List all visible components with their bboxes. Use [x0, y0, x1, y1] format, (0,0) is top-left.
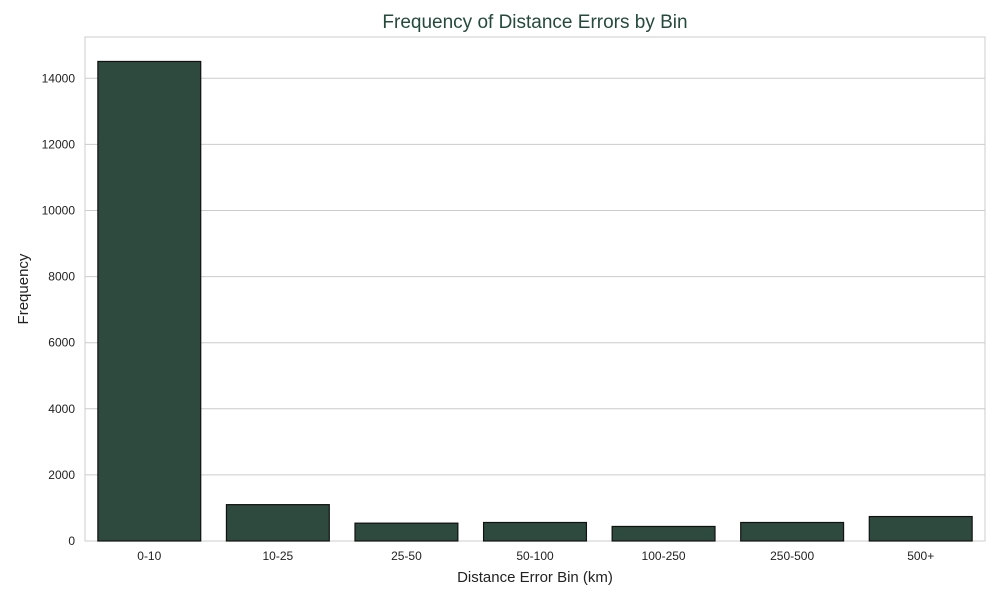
bar-500+	[868, 515, 973, 542]
chart-title: Frequency of Distance Errors by Bin	[382, 12, 687, 33]
x-tick-label: 0-10	[137, 549, 161, 563]
y-tick-label: 6000	[48, 336, 75, 350]
bar-250-500	[740, 521, 845, 542]
y-tick-label: 10000	[42, 204, 76, 218]
bar-100-250	[611, 525, 716, 542]
x-tick-label: 250-500	[770, 549, 814, 563]
x-tick-label: 10-25	[263, 549, 294, 563]
y-tick-label: 2000	[48, 468, 75, 482]
y-axis-label: Frequency	[15, 253, 32, 324]
y-tick-label: 4000	[48, 402, 75, 416]
bar-25-50	[354, 522, 459, 542]
gridlines	[85, 77, 985, 542]
y-tick-label: 0	[68, 534, 75, 548]
bar-10-25	[225, 504, 330, 542]
x-tick-labels: 0-10 10-25 25-50 50-100 100-250 250-500 500+	[137, 549, 934, 563]
x-tick-label: 25-50	[391, 549, 422, 563]
y-tick-label: 14000	[42, 71, 76, 85]
plot-frame	[84, 36, 986, 542]
y-tick-label: 12000	[42, 137, 76, 151]
bar-0-10	[97, 60, 202, 542]
bar-50-100	[482, 521, 588, 542]
x-axis-label: Distance Error Bin (km)	[457, 569, 613, 586]
y-tick-labels: 0 2000 4000 6000 8000 10000 12000 14000	[42, 71, 76, 548]
x-tick-label: 500+	[907, 549, 934, 563]
bars	[97, 60, 973, 542]
x-tick-label: 50-100	[516, 549, 554, 563]
y-tick-label: 8000	[48, 270, 75, 284]
x-tick-label: 100-250	[642, 549, 686, 563]
